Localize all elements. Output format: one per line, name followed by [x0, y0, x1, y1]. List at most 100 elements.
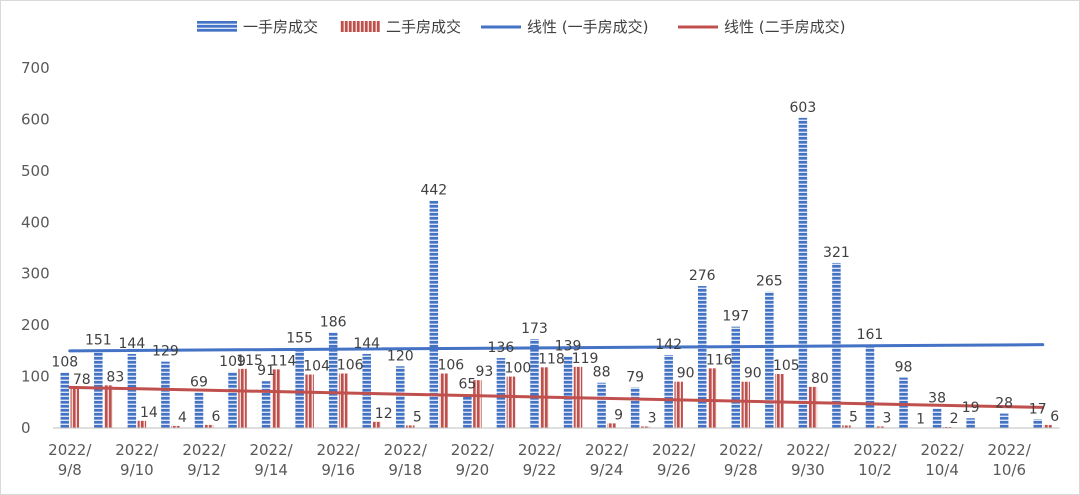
data-label-new-home: 17	[1029, 401, 1047, 417]
data-label-resale-home: 90	[744, 366, 762, 382]
bar-new-home	[664, 354, 673, 428]
x-tick-label: 2022/	[518, 441, 562, 459]
x-tick-label: 2022/	[451, 441, 495, 459]
y-axis: 0 100 200 300 400 500 600 700	[21, 59, 50, 437]
data-label-resale-home: 93	[475, 364, 493, 380]
data-label-new-home: 144	[119, 336, 146, 352]
data-label-new-home: 155	[286, 330, 313, 346]
bar-resale-home	[439, 373, 449, 428]
bar-new-home	[563, 356, 573, 428]
bar-resale-home	[942, 426, 952, 428]
data-label-resale-home: 4	[178, 410, 187, 426]
data-label-resale-home: 5	[413, 409, 422, 425]
data-label-new-home: 79	[626, 369, 644, 385]
bar-resale-home	[842, 425, 851, 428]
data-label-new-home: 109	[219, 354, 246, 370]
bar-new-home	[60, 372, 70, 428]
bar-resale-home	[137, 420, 147, 428]
bar-resale-home	[171, 425, 180, 428]
x-tick-label: 10/4	[925, 461, 959, 479]
bar-resale-home	[204, 424, 214, 428]
x-tick-label: 2022/	[652, 441, 696, 459]
data-label-new-home: 173	[521, 321, 548, 337]
x-tick-label: 2022/	[853, 441, 897, 459]
data-label-resale-home: 78	[73, 372, 91, 388]
data-label-new-home: 129	[152, 344, 179, 360]
bar-resale-home	[640, 426, 650, 428]
data-label-resale-home: 105	[773, 358, 800, 374]
bar-resale-home	[104, 385, 113, 428]
data-label-new-home: 91	[257, 363, 275, 379]
data-label-resale-home: 90	[677, 366, 695, 382]
bar-new-home	[396, 366, 405, 428]
bar-new-home	[496, 358, 506, 428]
x-tick-label: 2022/	[48, 441, 92, 459]
x-tick-label: 2022/	[249, 441, 293, 459]
data-label-new-home: 321	[823, 245, 850, 261]
data-label-resale-home: 100	[505, 361, 532, 377]
x-tick-label: 10/6	[992, 461, 1026, 479]
x-tick-label: 9/12	[187, 461, 221, 479]
bar-new-home	[295, 348, 304, 428]
trendline-group	[68, 343, 1045, 409]
trendline-new-home	[68, 343, 1045, 353]
bar-resale-home	[372, 421, 381, 428]
legend-swatch-bar	[197, 21, 237, 32]
data-label-new-home: 69	[190, 375, 208, 391]
x-tick-label: 9/30	[791, 461, 825, 479]
x-tick-label: 9/8	[58, 461, 82, 479]
x-tick-label: 9/22	[523, 461, 557, 479]
data-label-new-home: 186	[320, 314, 347, 330]
y-tick-label: 500	[21, 162, 50, 180]
bar-new-home	[127, 353, 137, 428]
y-tick-label: 200	[21, 316, 50, 334]
data-label-new-home: 120	[387, 348, 414, 364]
bar-resale-home	[406, 425, 415, 428]
x-tick-label: 10/2	[858, 461, 892, 479]
y-tick-label: 0	[21, 419, 31, 437]
y-tick-label: 100	[21, 368, 50, 386]
bar-new-home	[261, 381, 271, 428]
y-tick-label: 700	[21, 59, 50, 77]
bar-resale-home	[875, 426, 885, 428]
bar-new-home	[530, 339, 539, 428]
legend-swatch-bar	[340, 21, 380, 32]
data-label-resale-home: 6	[1050, 409, 1059, 425]
data-label-resale-home: 114	[270, 353, 297, 369]
bar-resale-home	[741, 381, 751, 428]
bar-new-home	[697, 286, 707, 428]
data-label-new-home: 442	[420, 183, 447, 199]
bar-new-home	[765, 291, 774, 428]
x-tick-label: 9/10	[120, 461, 154, 479]
legend-label: 一手房成交	[243, 18, 318, 36]
bar-resale-home	[607, 423, 616, 428]
legend-label: 二手房成交	[386, 18, 461, 36]
bar-resale-home	[473, 380, 482, 428]
x-tick-label: 2022/	[585, 441, 629, 459]
bar-new-home	[228, 371, 237, 428]
bar-new-home	[999, 413, 1009, 428]
legend-label: 线性 (一手房成交)	[527, 18, 648, 36]
data-label-new-home: 38	[928, 390, 946, 406]
bar-new-home	[362, 353, 371, 428]
data-label-new-home: 28	[995, 396, 1013, 412]
x-tick-label: 2022/	[920, 441, 964, 459]
bar-series-group	[60, 117, 1052, 428]
data-label-new-home: 276	[689, 268, 716, 284]
bar-new-home	[463, 394, 472, 428]
bar-resale-home	[808, 386, 818, 428]
data-label-resale-home: 118	[538, 351, 565, 367]
legend-label: 线性 (二手房成交)	[724, 18, 845, 36]
data-label-new-home: 136	[488, 340, 515, 356]
data-label-new-home: 144	[353, 336, 380, 352]
data-label-resale-home: 115	[236, 353, 263, 369]
data-label-new-home: 65	[458, 377, 476, 393]
data-label-resale-home: 6	[212, 409, 221, 425]
y-tick-label: 400	[21, 213, 50, 231]
bar-new-home	[161, 361, 170, 428]
bar-resale-home	[70, 387, 80, 428]
x-tick-label: 9/26	[657, 461, 691, 479]
